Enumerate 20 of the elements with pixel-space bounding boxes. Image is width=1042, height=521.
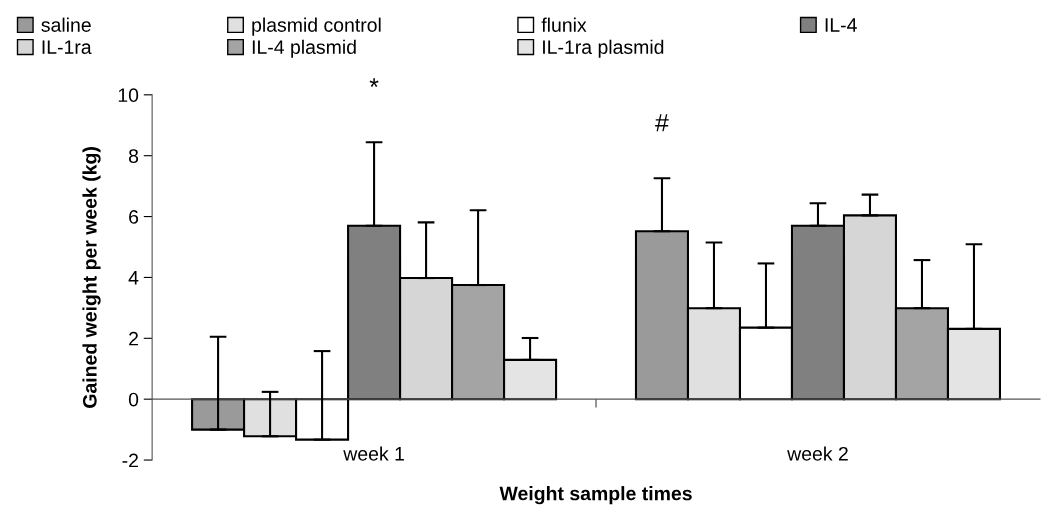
legend-label: flunix [541,17,587,32]
legend-label: saline [41,17,91,32]
annotation: # [655,114,669,132]
x-tick-label: week 1 [343,446,404,461]
legend-label: IL-1ra [42,40,92,54]
y-axis-title: Gained weight per week (kg) [82,147,101,408]
y-tick-label: 4 [128,271,139,285]
y-tick-label: 6 [129,210,139,224]
y-tick-label: -2 [122,453,138,468]
legend-label: IL-1ra plasmid [543,39,664,58]
legend-label: plasmid control [252,17,381,36]
y-tick-label: 10 [118,88,139,103]
x-axis-title: Weight sample times [499,486,692,505]
x-tick-label: week 2 [787,446,848,461]
text: * [369,78,379,88]
legend-label: IL-4 [825,18,857,32]
legend-label: IL-4 plasmid [252,39,356,58]
y-tick-label: 0 [128,392,139,407]
y-tick-label: 2 [129,331,138,346]
y-tick-label: 8 [128,149,139,163]
